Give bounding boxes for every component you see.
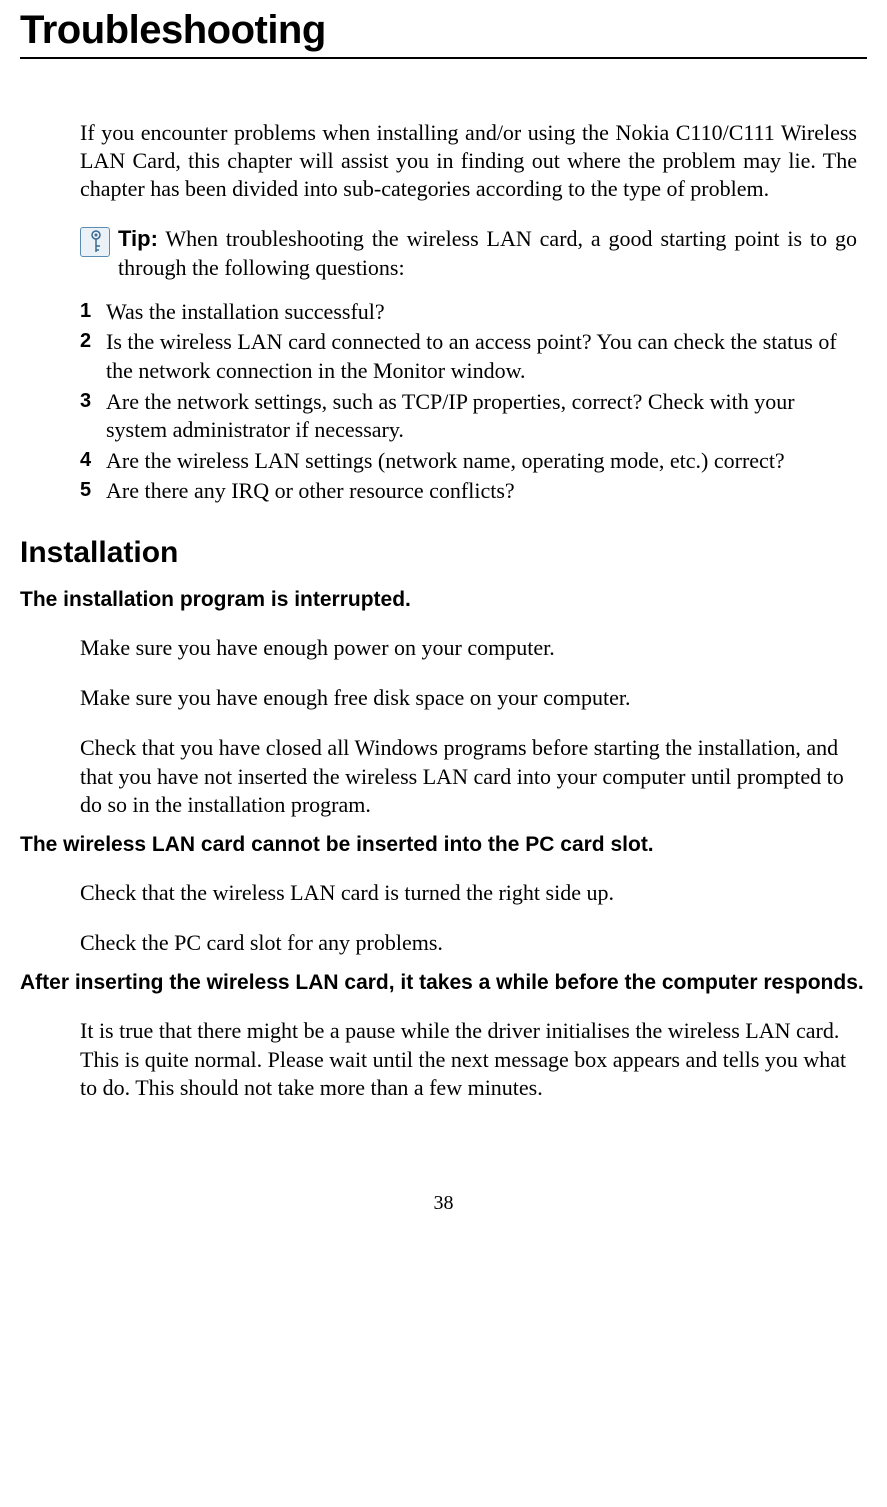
list-item: 4 Are the wireless LAN settings (network… <box>80 447 857 476</box>
list-item: 5 Are there any IRQ or other resource co… <box>80 477 857 506</box>
body-paragraph: Check that you have closed all Windows p… <box>80 734 857 818</box>
tip-label: Tip: <box>118 226 158 251</box>
list-marker: 1 <box>80 298 106 327</box>
subsection-body: It is true that there might be a pause w… <box>80 1017 857 1101</box>
chapter-title: Troubleshooting <box>20 0 867 53</box>
list-item: 1 Was the installation successful? <box>80 298 857 327</box>
list-text: Are the wireless LAN settings (network n… <box>106 447 857 476</box>
list-marker: 4 <box>80 447 106 476</box>
tip-text: Tip: When troubleshooting the wireless L… <box>118 225 857 281</box>
body-paragraph: Check the PC card slot for any problems. <box>80 929 857 957</box>
tip-body: When troubleshooting the wireless LAN ca… <box>118 226 857 279</box>
title-underline <box>20 57 867 59</box>
page-number: 38 <box>20 1192 867 1215</box>
list-text: Are the network settings, such as TCP/IP… <box>106 388 857 445</box>
subsection-body: Make sure you have enough power on your … <box>80 634 857 819</box>
list-marker: 2 <box>80 328 106 385</box>
content-body: If you encounter problems when installin… <box>80 119 857 506</box>
body-paragraph: Make sure you have enough power on your … <box>80 634 857 662</box>
list-text: Was the installation successful? <box>106 298 857 327</box>
section-heading-installation: Installation <box>20 536 867 570</box>
sub-heading: The wireless LAN card cannot be inserted… <box>20 833 867 857</box>
sub-heading: After inserting the wireless LAN card, i… <box>20 971 867 995</box>
tip-block: Tip: When troubleshooting the wireless L… <box>80 225 857 281</box>
sub-heading: The installation program is interrupted. <box>20 588 867 612</box>
page-container: Troubleshooting If you encounter problem… <box>0 0 887 1255</box>
list-marker: 3 <box>80 388 106 445</box>
list-marker: 5 <box>80 477 106 506</box>
intro-paragraph: If you encounter problems when installin… <box>80 119 857 203</box>
list-item: 3 Are the network settings, such as TCP/… <box>80 388 857 445</box>
body-paragraph: Check that the wireless LAN card is turn… <box>80 879 857 907</box>
subsection-body: Check that the wireless LAN card is turn… <box>80 879 857 957</box>
numbered-list: 1 Was the installation successful? 2 Is … <box>80 298 857 506</box>
body-paragraph: Make sure you have enough free disk spac… <box>80 684 857 712</box>
list-text: Are there any IRQ or other resource conf… <box>106 477 857 506</box>
body-paragraph: It is true that there might be a pause w… <box>80 1017 857 1101</box>
key-icon <box>80 227 110 257</box>
list-text: Is the wireless LAN card connected to an… <box>106 328 857 385</box>
list-item: 2 Is the wireless LAN card connected to … <box>80 328 857 385</box>
